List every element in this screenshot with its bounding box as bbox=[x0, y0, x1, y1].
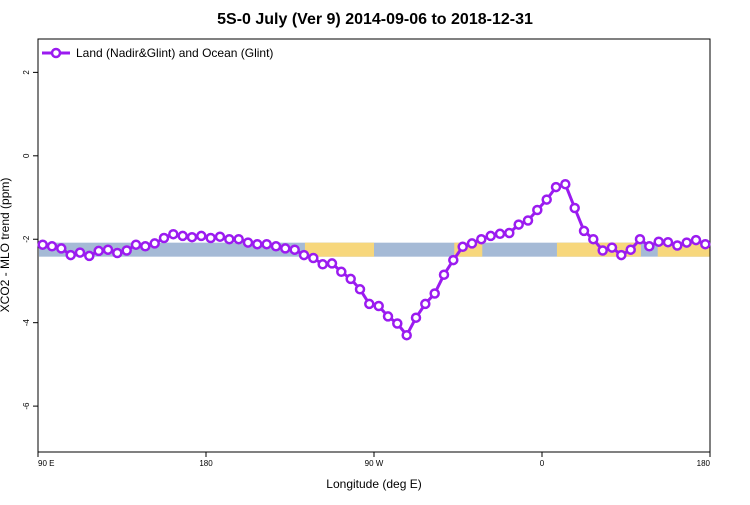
x-tick-label-2: 90 W bbox=[365, 459, 384, 468]
data-point-19 bbox=[214, 231, 226, 242]
data-point-38 bbox=[392, 318, 403, 329]
y-tick-label--4: -4 bbox=[22, 319, 31, 327]
data-point-43 bbox=[438, 269, 450, 280]
data-point-68 bbox=[672, 240, 683, 251]
series-line-0 bbox=[42, 182, 706, 337]
chart-title: 5S-0 July (Ver 9) 2014-09-06 to 2018-12-… bbox=[217, 11, 533, 28]
data-point-16 bbox=[186, 231, 198, 243]
data-point-0 bbox=[37, 239, 48, 250]
data-point-44 bbox=[448, 254, 459, 266]
data-point-34 bbox=[354, 284, 366, 295]
data-point-40 bbox=[410, 312, 422, 323]
data-point-10 bbox=[130, 239, 142, 250]
data-point-12 bbox=[149, 238, 160, 249]
x-axis-label: Longitude (deg E) bbox=[326, 477, 421, 491]
data-point-45 bbox=[457, 241, 468, 253]
data-point-18 bbox=[205, 232, 216, 244]
data-point-62 bbox=[616, 249, 627, 261]
data-point-29 bbox=[308, 252, 319, 264]
data-point-27 bbox=[289, 244, 300, 255]
data-point-15 bbox=[177, 230, 188, 242]
y-tick-label-2: 2 bbox=[22, 70, 31, 75]
data-point-52 bbox=[522, 215, 534, 226]
data-point-13 bbox=[158, 232, 170, 244]
data-point-28 bbox=[298, 249, 310, 261]
data-point-22 bbox=[242, 237, 254, 248]
data-point-42 bbox=[429, 288, 440, 299]
series-layer bbox=[37, 178, 711, 341]
data-point-9 bbox=[121, 245, 132, 256]
data-point-25 bbox=[270, 241, 282, 252]
data-point-46 bbox=[466, 238, 478, 249]
data-point-54 bbox=[541, 194, 552, 205]
data-point-53 bbox=[532, 204, 543, 216]
data-point-56 bbox=[560, 178, 571, 190]
data-point-61 bbox=[606, 242, 618, 253]
data-point-57 bbox=[569, 202, 580, 214]
data-point-7 bbox=[102, 244, 114, 255]
plot-area: 2 0 -2 -4 -6 90 E 180 90 W 0 180 bbox=[22, 38, 711, 468]
data-point-6 bbox=[93, 245, 104, 257]
data-point-1 bbox=[46, 241, 58, 252]
x-axis-ticks: 90 E 180 90 W 0 180 bbox=[37, 452, 711, 468]
y-tick-label-0: 0 bbox=[22, 153, 31, 158]
data-point-5 bbox=[84, 250, 95, 262]
data-point-59 bbox=[588, 233, 599, 245]
data-point-55 bbox=[550, 181, 562, 193]
data-point-50 bbox=[504, 227, 515, 239]
data-point-2 bbox=[56, 243, 67, 254]
data-point-64 bbox=[634, 233, 646, 245]
data-point-63 bbox=[625, 244, 636, 255]
data-point-3 bbox=[65, 249, 76, 261]
data-point-4 bbox=[74, 247, 86, 258]
data-point-33 bbox=[345, 273, 356, 285]
data-point-58 bbox=[578, 225, 590, 237]
data-point-8 bbox=[112, 247, 123, 259]
legend-entry-label: Land (Nadir&Glint) and Ocean (Glint) bbox=[76, 46, 273, 60]
y-tick-label--2: -2 bbox=[22, 235, 31, 243]
data-point-35 bbox=[364, 298, 375, 310]
data-point-71 bbox=[700, 238, 711, 250]
y-axis-label: XCO2 - MLO trend (ppm) bbox=[0, 178, 12, 313]
data-point-41 bbox=[420, 298, 431, 310]
data-point-60 bbox=[597, 245, 608, 256]
data-point-39 bbox=[401, 329, 412, 341]
data-point-32 bbox=[336, 266, 347, 278]
data-point-20 bbox=[224, 233, 235, 245]
x-tick-label-1: 180 bbox=[199, 459, 213, 468]
y-axis-ticks: 2 0 -2 -4 -6 bbox=[22, 70, 38, 410]
land-segment-0 bbox=[304, 242, 374, 257]
data-point-30 bbox=[317, 259, 328, 270]
data-point-31 bbox=[326, 258, 338, 269]
data-point-51 bbox=[513, 219, 524, 230]
x-tick-label-0: 90 E bbox=[38, 459, 54, 468]
data-point-47 bbox=[476, 233, 487, 245]
data-point-14 bbox=[168, 228, 179, 240]
legend-point-marker bbox=[50, 47, 62, 59]
legend: Land (Nadir&Glint) and Ocean (Glint) bbox=[42, 46, 273, 60]
data-point-11 bbox=[140, 241, 151, 252]
data-point-26 bbox=[280, 243, 291, 254]
data-point-24 bbox=[261, 238, 272, 250]
x-tick-label-4: 180 bbox=[697, 459, 711, 468]
data-point-21 bbox=[233, 233, 244, 245]
x-tick-label-3: 0 bbox=[540, 459, 545, 468]
data-point-37 bbox=[382, 311, 394, 322]
data-point-17 bbox=[196, 230, 207, 242]
data-point-69 bbox=[681, 237, 692, 248]
data-point-70 bbox=[690, 234, 702, 246]
data-point-48 bbox=[485, 230, 496, 242]
data-point-36 bbox=[373, 300, 384, 312]
data-point-23 bbox=[252, 238, 263, 250]
data-point-66 bbox=[653, 236, 664, 247]
data-point-67 bbox=[662, 236, 674, 248]
data-point-65 bbox=[644, 241, 655, 252]
y-tick-label--6: -6 bbox=[22, 402, 31, 410]
data-point-49 bbox=[494, 228, 506, 240]
